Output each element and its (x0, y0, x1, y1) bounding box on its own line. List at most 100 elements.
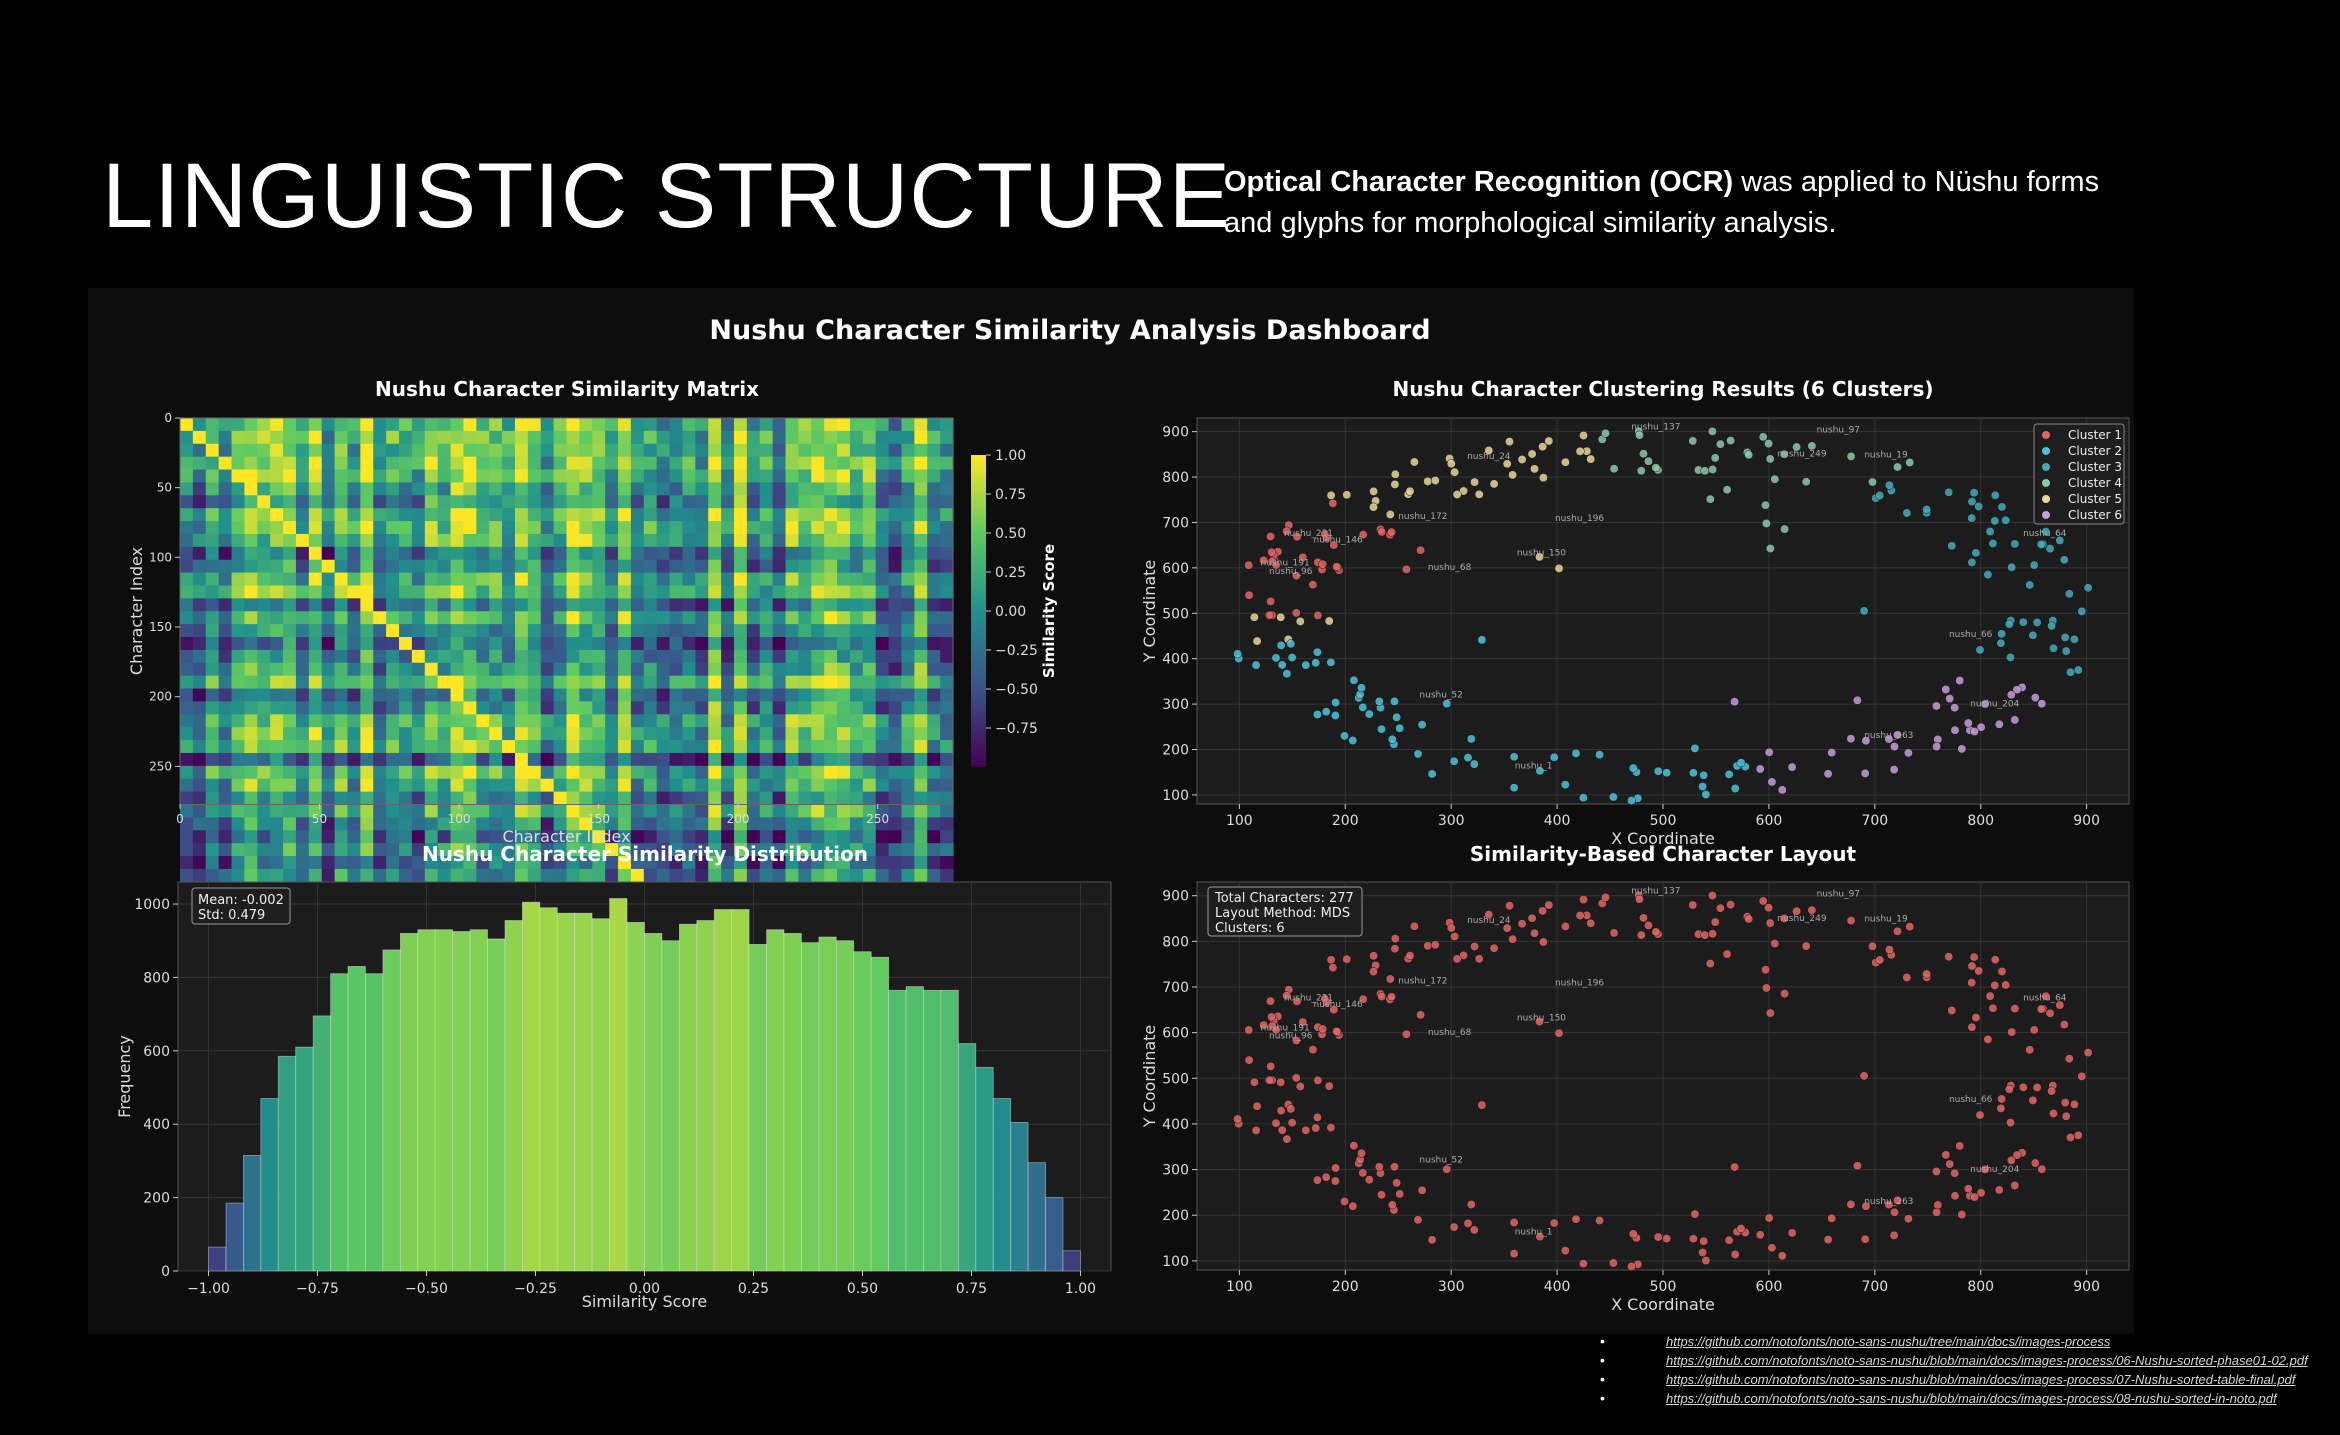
layout-point (1509, 1218, 1519, 1227)
matrix-cell (489, 868, 503, 883)
matrix-cell (592, 585, 606, 599)
matrix-cell (553, 804, 568, 818)
matrix-y-tick-label: 0 (164, 411, 172, 425)
matrix-cell (618, 482, 632, 496)
matrix-cell (347, 868, 361, 883)
reference-link[interactable]: https://github.com/notofonts/noto-sans-n… (1666, 1334, 2111, 1349)
matrix-cell (592, 495, 606, 509)
cluster-point (1859, 606, 1869, 616)
reference-link[interactable]: https://github.com/notofonts/noto-sans-n… (1666, 1353, 2308, 1368)
matrix-cell (901, 572, 915, 587)
cluster-point (1963, 718, 1973, 728)
matrix-cell (566, 856, 580, 870)
clusters-x-tick-label: 200 (1332, 813, 1359, 829)
matrix-cell (940, 482, 954, 496)
matrix-cell (733, 482, 748, 496)
matrix-cell (283, 533, 297, 548)
layout-point (1538, 906, 1548, 916)
matrix-cell (888, 868, 903, 883)
matrix-cell (450, 533, 465, 548)
matrix-cell (914, 508, 928, 522)
matrix-cell (463, 765, 477, 780)
matrix-cell (399, 843, 413, 857)
matrix-cell (759, 765, 774, 780)
matrix-cell (411, 714, 426, 728)
matrix-cell (746, 662, 761, 677)
matrix-cell (476, 727, 490, 741)
matrix-cell (218, 662, 233, 677)
matrix-cell (360, 443, 374, 458)
matrix-cell (927, 624, 941, 638)
matrix-cell (618, 624, 632, 638)
matrix-cell (579, 637, 593, 651)
matrix-cell (656, 843, 671, 857)
cluster-point (1271, 560, 1281, 570)
matrix-cell (721, 469, 735, 484)
matrix-cell (592, 521, 606, 535)
matrix-cell (205, 765, 220, 780)
matrix-cell (914, 688, 928, 703)
matrix-cell (824, 778, 838, 793)
matrix-cell (888, 546, 903, 561)
matrix-cell (360, 688, 374, 703)
matrix-cell (862, 418, 877, 432)
matrix-cell (746, 791, 761, 806)
matrix-cell (837, 443, 851, 458)
matrix-cell (618, 817, 632, 831)
matrix-cell (940, 533, 954, 548)
matrix-cell (437, 701, 452, 715)
matrix-cell (888, 572, 903, 587)
layout-point (1893, 1196, 1902, 1205)
matrix-cell (527, 856, 542, 870)
matrix-cell (708, 624, 722, 638)
matrix-cell (901, 443, 915, 458)
matrix-cell (424, 418, 439, 432)
matrix-cell (540, 688, 555, 703)
matrix-cell (399, 701, 413, 715)
matrix-cell (592, 778, 606, 793)
matrix-cell (321, 649, 336, 664)
distribution-y-tick-label: 0 (161, 1264, 170, 1280)
matrix-cell (643, 856, 658, 870)
matrix-cell (283, 430, 297, 445)
matrix-cell (798, 469, 812, 484)
colorbar-tick-label: 0.75 (995, 487, 1026, 503)
matrix-cell (231, 572, 246, 587)
layout-point (1801, 941, 1811, 951)
matrix-cell (592, 611, 606, 625)
matrix-cell (914, 714, 928, 728)
matrix-cell (940, 688, 954, 703)
matrix-cell (759, 856, 774, 870)
matrix-cell (682, 752, 696, 767)
cluster-point (1449, 756, 1459, 766)
matrix-cell (579, 559, 593, 574)
matrix-cell (463, 430, 477, 445)
matrix-cell (940, 675, 954, 690)
matrix-cell (592, 546, 606, 561)
matrix-cell (450, 752, 465, 767)
matrix-cell (334, 649, 349, 664)
matrix-cell (437, 791, 452, 806)
matrix-cell (386, 546, 400, 561)
matrix-cell (308, 765, 323, 780)
matrix-cell (695, 804, 709, 818)
matrix-cell (733, 675, 748, 690)
matrix-cell (244, 843, 258, 857)
histogram-bar (452, 931, 471, 1272)
matrix-cell (811, 740, 825, 754)
matrix-cell (618, 546, 632, 561)
matrix-cell (192, 611, 207, 625)
matrix-cell (411, 585, 426, 599)
layout-point (1385, 974, 1395, 984)
layout-point (1324, 1081, 1334, 1091)
matrix-cell (540, 727, 555, 741)
matrix-cell (875, 688, 890, 703)
matrix-cell (321, 533, 336, 548)
layout-info-box (1207, 886, 1363, 937)
reference-link[interactable]: https://github.com/notofonts/noto-sans-n… (1666, 1372, 2296, 1387)
matrix-cell (759, 418, 774, 432)
reference-link[interactable]: https://github.com/notofonts/noto-sans-n… (1666, 1391, 2277, 1406)
matrix-cell (811, 482, 825, 496)
matrix-cell (811, 637, 825, 651)
matrix-cell (386, 559, 400, 574)
